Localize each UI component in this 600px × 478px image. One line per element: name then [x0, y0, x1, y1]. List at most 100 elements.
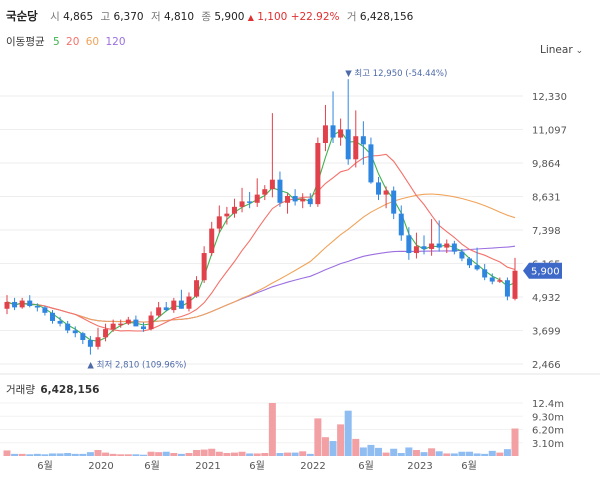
time-axis-label: 2022	[300, 461, 325, 472]
candle	[421, 235, 427, 255]
candle	[171, 297, 177, 313]
ma-20-line	[6, 153, 516, 332]
volume-bar	[435, 451, 443, 456]
high-value: 6,370	[113, 11, 144, 23]
candle-body	[57, 320, 63, 324]
volume-bar	[132, 454, 140, 456]
open-value: 4,865	[63, 11, 94, 23]
candle-body	[489, 277, 495, 282]
scale-selector[interactable]: Linear ⌄	[540, 44, 583, 56]
candle-body	[497, 280, 503, 282]
candle	[459, 248, 465, 262]
price-axis-tick: 2,466	[532, 360, 561, 371]
candle	[178, 289, 184, 309]
volume-bar	[375, 447, 383, 456]
candle-body	[436, 243, 442, 248]
volume-bar	[71, 453, 79, 456]
candle-body	[4, 301, 10, 309]
price-axis-tick: 12,330	[532, 92, 567, 103]
volume-bar	[155, 452, 163, 456]
low-value: 4,810	[163, 11, 195, 23]
volume-bar	[26, 454, 34, 456]
volume-bar	[11, 453, 19, 456]
volume-bar	[390, 448, 398, 456]
time-axis: 6월 2020 6월 2021 6월 2022 6월 2023 6월	[37, 460, 477, 472]
candle-body	[178, 300, 184, 309]
candle	[360, 121, 366, 165]
candle	[118, 319, 124, 328]
candle-body	[360, 136, 366, 145]
candle	[57, 316, 63, 327]
candle-body	[12, 301, 18, 308]
candle-body	[171, 300, 177, 311]
candle-body	[148, 315, 154, 330]
time-axis-label: 2021	[195, 461, 220, 472]
candle	[148, 311, 154, 331]
candle	[186, 292, 192, 312]
volume-bar	[382, 452, 390, 456]
candles	[4, 79, 518, 355]
candle	[42, 306, 48, 316]
volume-bar	[48, 453, 56, 456]
volume-bar	[86, 452, 94, 456]
candle	[201, 246, 207, 283]
volume-label: 거	[346, 11, 357, 23]
time-axis-label: 6월	[37, 460, 53, 472]
volume-bar	[64, 453, 72, 456]
volume-bar	[337, 424, 345, 456]
candle	[345, 79, 351, 165]
volume-bar	[268, 403, 276, 456]
candle	[209, 221, 215, 256]
candle	[133, 315, 139, 327]
ma-120[interactable]: 120	[105, 36, 126, 48]
candle-body	[80, 333, 86, 340]
price-axis-tick: 8,631	[532, 193, 561, 204]
volume-bar	[412, 450, 420, 456]
candle	[239, 187, 245, 213]
candle-body	[262, 189, 268, 195]
candle-body	[322, 125, 328, 144]
volume-bar	[352, 438, 360, 456]
ma-60-line	[6, 193, 516, 323]
price-axis-tick: 7,398	[532, 226, 561, 237]
volume-bar	[208, 448, 216, 456]
volume-bar	[405, 447, 413, 456]
candle-body	[254, 194, 260, 203]
volume-bar	[473, 453, 481, 456]
ma-20[interactable]: 20	[66, 36, 80, 48]
stock-header: 국순당 시 4,865 고 6,370 저 4,810 종 5,900 ▲ 1,…	[6, 8, 413, 24]
volume-bar	[359, 447, 367, 456]
ma-60[interactable]: 60	[85, 36, 100, 48]
ma-5[interactable]: 5	[52, 36, 60, 48]
volume-axis-tick: 6.20m	[532, 426, 564, 437]
volume-bar	[139, 454, 147, 456]
volume-bars	[3, 403, 519, 456]
candle	[12, 297, 18, 311]
volume-bar	[428, 448, 436, 456]
candle	[497, 277, 503, 283]
moving-average-legend: 이동평균 5 20 60 120	[6, 34, 129, 49]
current-price-tag-bg	[523, 262, 562, 279]
candle	[224, 206, 230, 225]
candle-body	[285, 195, 291, 203]
candle-body	[406, 235, 412, 254]
candle	[95, 327, 101, 350]
candle-body	[34, 306, 40, 308]
candle	[482, 263, 488, 281]
close-label: 종	[201, 11, 212, 23]
candle	[429, 219, 435, 256]
volume-bar	[56, 453, 64, 456]
candle-body	[459, 251, 465, 259]
volume-bar	[344, 410, 352, 456]
stock-name: 국순당	[6, 9, 38, 23]
candle	[4, 295, 10, 315]
chevron-down-icon: ⌄	[575, 46, 584, 56]
candle-body	[118, 323, 124, 326]
candle-body	[474, 265, 480, 270]
candle-body	[368, 144, 374, 183]
change-percent: +22.92%	[290, 11, 340, 23]
candle-body	[338, 129, 344, 138]
low-label: 저	[150, 11, 161, 23]
candle-body	[300, 198, 306, 202]
